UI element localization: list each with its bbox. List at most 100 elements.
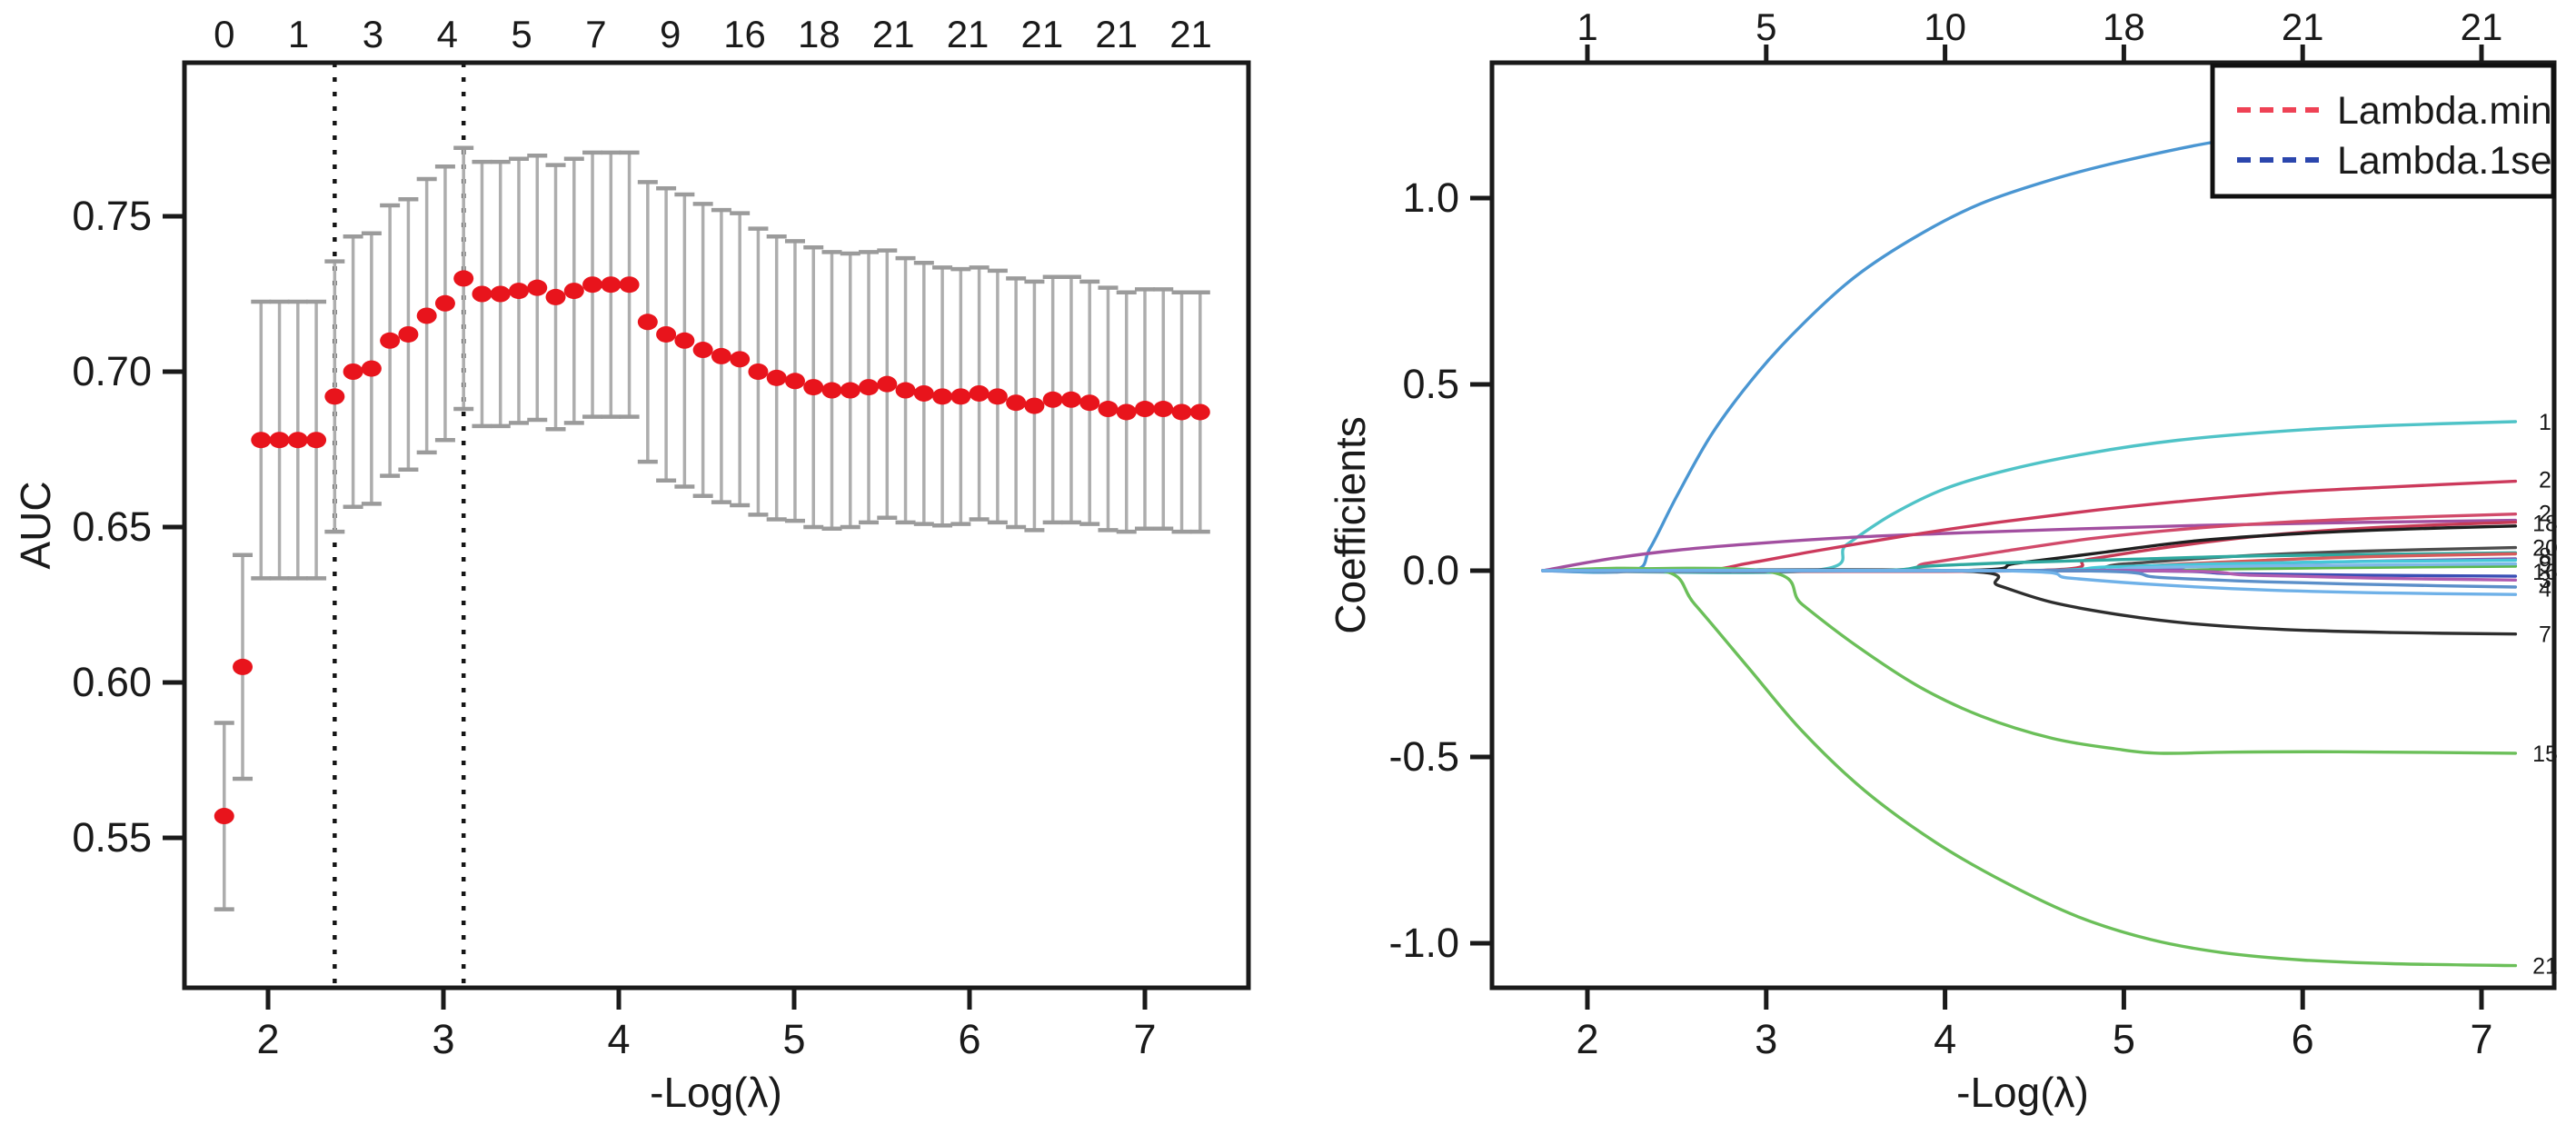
- auc-point: [1006, 394, 1027, 412]
- auc-point: [343, 363, 363, 380]
- nvars-top-label: 0: [214, 13, 234, 55]
- y-axis-tick-label: 0.5: [1402, 361, 1459, 407]
- variable-number-label: 2: [2539, 501, 2551, 526]
- auc-point: [766, 369, 787, 386]
- auc-point: [859, 379, 880, 396]
- right-y-axis-title: Coefficients: [1327, 416, 1374, 634]
- auc-point: [619, 276, 640, 294]
- auc-point: [434, 294, 455, 312]
- auc-point: [1153, 401, 1174, 418]
- auc-point: [306, 432, 327, 449]
- plot-frame: [1489, 60, 2557, 991]
- y-axis-tick-label: 0.75: [72, 193, 152, 239]
- nvars-top-label: 21: [2461, 5, 2503, 48]
- auc-point: [877, 375, 898, 393]
- coef-curve-s11-green: [1541, 566, 2518, 755]
- nvars-top-label: 4: [437, 13, 458, 55]
- auc-point: [1116, 403, 1137, 421]
- auc-point: [269, 432, 290, 449]
- y-axis-tick-label: -0.5: [1388, 733, 1459, 780]
- auc-point: [803, 379, 824, 396]
- x-axis-tick-label: 2: [1576, 1016, 1598, 1062]
- x-axis-tick-label: 4: [607, 1016, 630, 1062]
- auc-point: [913, 384, 934, 402]
- auc-point: [472, 285, 492, 303]
- y-axis-tick-label: 0.55: [72, 814, 152, 861]
- auc-point: [656, 325, 677, 343]
- left-x-axis-title: -Log(λ): [650, 1069, 782, 1116]
- nvars-top-label: 1: [1576, 5, 1597, 48]
- auc-point: [251, 432, 272, 449]
- auc-point: [895, 382, 916, 399]
- right-x-axis-title: -Log(λ): [1956, 1069, 2089, 1116]
- nvars-top-label: 5: [1755, 5, 1776, 48]
- auc-point: [490, 285, 511, 303]
- auc-point: [674, 332, 695, 349]
- auc-point: [969, 384, 990, 402]
- auc-point: [1042, 391, 1063, 408]
- x-axis-tick-label: 3: [432, 1016, 454, 1062]
- auc-point: [711, 347, 731, 364]
- x-axis-tick-label: 5: [782, 1016, 805, 1062]
- x-axis-tick-label: 7: [1133, 1016, 1156, 1062]
- variable-number-label: 8: [2539, 544, 2551, 570]
- auc-point: [453, 270, 474, 287]
- nvars-top-label: 7: [585, 13, 606, 55]
- auc-point: [932, 388, 953, 405]
- auc-point: [416, 307, 437, 324]
- auc-point: [692, 342, 713, 359]
- auc-point: [508, 283, 529, 300]
- nvars-top-label: 21: [2282, 5, 2324, 48]
- nvars-top-label: 3: [363, 13, 383, 55]
- nvars-top-label: 18: [2103, 5, 2145, 48]
- auc-point: [1171, 403, 1192, 421]
- legend-lambda-min-label: Lambda.min: [2337, 89, 2552, 133]
- variable-number-label: 2: [2539, 468, 2551, 493]
- nvars-top-label: 5: [511, 13, 532, 55]
- nvars-top-label: 21: [872, 13, 915, 55]
- auc-point: [1024, 397, 1045, 414]
- x-axis-tick-label: 6: [2292, 1016, 2314, 1062]
- x-axis-tick-label: 4: [1934, 1016, 1956, 1062]
- variable-number-label: 4: [2539, 577, 2551, 602]
- auc-point: [1098, 401, 1119, 418]
- auc-point: [748, 363, 769, 380]
- legend-box: [2210, 63, 2556, 199]
- variable-number-label: 9: [2539, 553, 2551, 578]
- left-y-axis-title: AUC: [12, 481, 59, 569]
- auc-point: [784, 373, 805, 390]
- cv-auc-plot: 2 3 4 5 6 7 0.55 0.60 0.65 0.70 0.75 0 1 3 4 5 7 9 16 18 21 2…: [72, 13, 1251, 1062]
- auc-point: [287, 432, 308, 449]
- auc-point: [527, 279, 548, 296]
- y-axis-tick-label: 0.60: [72, 659, 152, 705]
- auc-point: [840, 382, 860, 399]
- variable-number-label: 1: [2539, 410, 2551, 435]
- nvars-top-label: 21: [947, 13, 990, 55]
- auc-point: [233, 658, 254, 675]
- auc-point: [987, 388, 1008, 405]
- auc-point: [324, 388, 345, 405]
- auc-point: [1060, 391, 1081, 408]
- variable-number-label: 7: [2539, 622, 2551, 648]
- nvars-top-label: 16: [723, 13, 766, 55]
- coef-curve-s21-lightblue: [1541, 568, 2518, 596]
- auc-point: [563, 283, 584, 300]
- auc-point: [214, 808, 234, 825]
- x-axis-tick-label: 5: [2113, 1016, 2135, 1062]
- auc-point: [730, 351, 751, 368]
- y-axis-tick-label: -1.0: [1388, 920, 1459, 966]
- auc-point: [601, 276, 622, 294]
- legend-lambda-1se-label: Lambda.1se: [2337, 139, 2552, 183]
- x-axis-tick-label: 2: [256, 1016, 279, 1062]
- nvars-top-label: 1: [288, 13, 309, 55]
- nvars-top-label: 10: [1924, 5, 1966, 48]
- y-axis-tick-label: 0.70: [72, 348, 152, 394]
- variable-number-label: 3: [2539, 568, 2551, 593]
- y-axis-tick-label: 1.0: [1402, 174, 1459, 221]
- nvars-top-label: 21: [1021, 13, 1064, 55]
- x-axis-tick-label: 7: [2470, 1016, 2492, 1062]
- auc-point: [545, 288, 566, 305]
